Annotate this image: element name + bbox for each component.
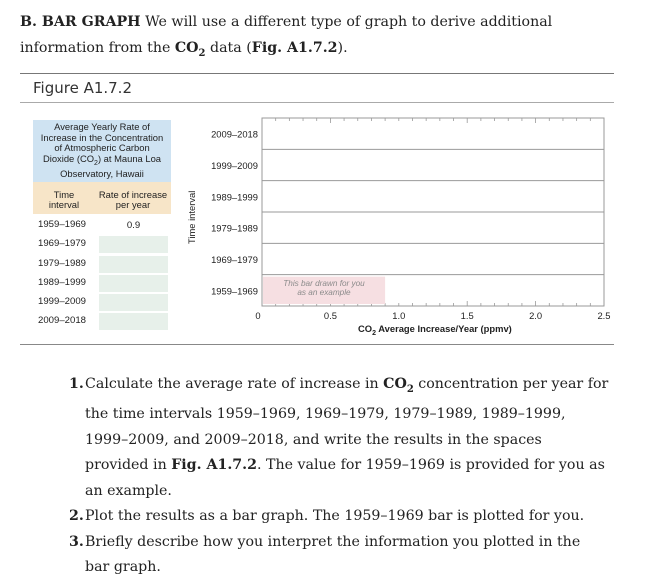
table-header-line: of Atmospheric Carbon (54, 142, 150, 154)
bar-chart: 1959–1969 1969–1979 1979–1989 1989–1999 1999… (211, 117, 611, 321)
bar (263, 276, 386, 304)
section-label: B. BAR GRAPH (20, 14, 141, 30)
x-axis-label: CO2 Average Increase/Year (ppmv) (358, 323, 512, 337)
figure-top-rule (20, 73, 614, 74)
question-item: 2. Plot the results as a bar graph. The … (69, 504, 609, 530)
col-header-rate: Rate of increase per year (98, 189, 168, 210)
intro-text: We will use a different type of graph to… (20, 14, 553, 56)
row-interval: 2009–2018 (38, 315, 87, 326)
category-label: 1959–1969 (211, 285, 258, 296)
x-tick-label: 2.0 (529, 310, 542, 321)
table-row: 2009–2018 (33, 312, 171, 331)
row-value-blank[interactable] (99, 236, 168, 253)
question-text: Briefly describe how you interpret the i… (85, 533, 581, 576)
row-interval: 1969–1979 (38, 238, 87, 249)
questions-list: 1. Calculate the average rate of increas… (69, 372, 609, 581)
table-header-line: Dioxide (CO2) at Mauna Loa (42, 152, 162, 167)
category-label: 1969–1979 (211, 254, 258, 265)
intro-paragraph: B. BAR GRAPH We will use a different typ… (20, 9, 632, 67)
row-value-blank[interactable] (99, 294, 168, 311)
row-value-blank[interactable] (99, 275, 168, 292)
figure-title: Figure A1.7.2 (33, 79, 132, 97)
table-header: Average Yearly Rate of Increase in the C… (33, 120, 171, 182)
category-label: 1999–2009 (211, 160, 258, 171)
row-value: 0.9 (126, 220, 141, 231)
table-row: 1999–2009 (33, 293, 171, 312)
row-value-blank[interactable] (99, 256, 168, 273)
question-number: 3. (69, 533, 84, 550)
intro-text-3: ). (337, 40, 348, 56)
x-tick-label: 0 (255, 310, 260, 321)
question-number: 2. (69, 508, 84, 525)
row-interval: 1979–1989 (38, 258, 87, 269)
co2-text: CO (174, 40, 199, 56)
figure-bottom-rule (20, 344, 614, 345)
row-interval: 1999–2009 (38, 296, 87, 307)
x-tick-label: 1.5 (461, 310, 474, 321)
figure-title-rule (20, 102, 614, 103)
category-label: 1989–1999 (211, 191, 258, 202)
table-row: 1969–1979 (33, 235, 171, 254)
row-interval: 1989–1999 (38, 277, 87, 288)
question-item: 3. Briefly describe how you interpret th… (69, 530, 609, 581)
question-number: 1. (69, 376, 84, 392)
row-value-blank[interactable] (99, 313, 168, 330)
co2-subscript: 2 (198, 47, 206, 59)
row-interval: 1959–1969 (38, 219, 87, 230)
table-row: 1959–1969 0.9 (33, 216, 171, 235)
col-header-time-interval: Time interval (48, 189, 80, 210)
table-row: 1989–1999 (33, 274, 171, 293)
category-label: 1979–1989 (211, 223, 258, 234)
table-header-line: Observatory, Hawaii (60, 168, 144, 180)
figure-reference: Fig. A1.7.2 (251, 40, 338, 56)
category-label: 2009–2018 (211, 129, 258, 140)
intro-text-2: data ( (205, 40, 252, 56)
question-item: 1. Calculate the average rate of increas… (69, 372, 609, 504)
table-column-headers: Time interval Rate of increase per year (33, 182, 171, 214)
example-note: This bar drawn for you as an example (283, 279, 365, 297)
x-tick-label: 1.0 (392, 310, 405, 321)
x-tick-label: 0.5 (324, 310, 337, 321)
table-header-line: Increase in the Concentration (40, 131, 164, 143)
x-tick-label: 2.5 (597, 310, 610, 321)
question-text: Plot the results as a bar graph. The 195… (85, 508, 585, 525)
table-header-line: Average Yearly Rate of (54, 121, 150, 132)
table-row: 1979–1989 (33, 255, 171, 274)
